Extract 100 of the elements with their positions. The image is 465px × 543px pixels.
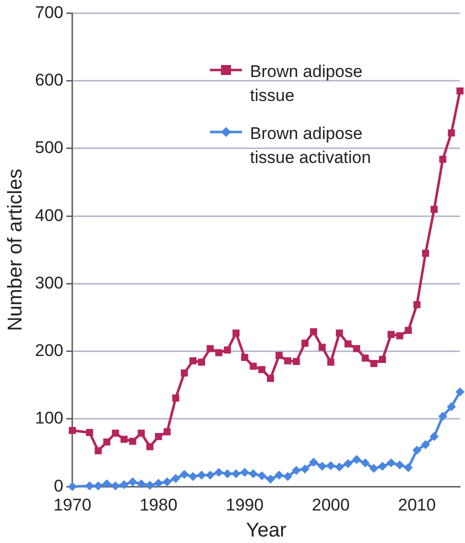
y-tick-label: 200 [34,341,64,360]
point [386,458,396,468]
y-tick-label: 300 [34,273,64,292]
point [378,462,387,471]
point [146,443,154,450]
point [274,470,284,480]
y-tick-label: 400 [34,206,64,225]
point [215,349,222,356]
y-tick-label: 0 [54,476,64,496]
point [68,426,76,434]
y-tick-label: 100 [34,408,64,428]
y-axis-title: Number of articles [4,168,27,332]
point [318,344,326,351]
point [206,345,214,352]
point [292,466,301,475]
point [240,468,250,477]
point [94,481,103,490]
point [154,478,164,488]
point [102,479,112,488]
y-tick-label: 500 [34,138,64,158]
point [232,469,241,478]
point [310,328,318,336]
point [257,471,266,480]
point [309,458,318,467]
point [224,346,231,354]
point [438,412,448,421]
point [198,358,206,366]
point [456,87,464,95]
point [326,461,336,470]
y-tick-label: 600 [34,70,64,90]
point [301,340,308,347]
point [318,462,327,471]
point [145,480,154,490]
point [103,438,110,446]
point [421,440,430,450]
point [413,301,420,308]
point [189,357,196,364]
point [430,432,439,442]
point [138,430,145,437]
point [404,463,413,472]
point [180,369,188,377]
point [422,250,430,257]
point [129,438,136,445]
point [120,480,129,490]
point [439,156,446,163]
point [232,330,240,337]
point [344,459,353,468]
point [86,428,94,436]
y-tick-label: 700 [34,2,64,22]
point [336,330,343,337]
point [266,474,275,484]
point [188,472,198,481]
x-tick-label: 2000 [312,495,350,514]
point [241,354,248,361]
point [448,129,455,136]
point [250,362,257,370]
point [206,470,215,480]
point [180,470,189,479]
point [353,345,360,352]
point [120,436,128,443]
legend-label: Brown adipose tissue activation [250,123,372,169]
point [446,402,456,412]
point [396,332,404,340]
x-tick-label: 1990 [226,495,264,514]
point [300,464,310,474]
x-tick-label: 2010 [398,495,436,514]
legend-label: Brown adipose tissue [250,61,364,107]
point [334,462,344,472]
point [362,354,369,362]
point [276,352,283,359]
point [430,206,438,213]
point [164,428,171,436]
x-tick-label: 1980 [140,495,178,514]
point [378,356,386,363]
point [112,430,119,437]
point [404,326,412,334]
point [344,340,352,348]
point [283,472,292,481]
point [128,477,138,486]
point [162,477,172,486]
x-tick-label: 1970 [53,495,92,514]
point [292,358,300,366]
point [284,357,292,364]
point [352,455,362,464]
point [94,447,102,454]
point [395,460,404,470]
point [222,469,232,478]
point [172,394,180,402]
point [456,387,464,396]
point [327,358,334,366]
point [214,468,224,477]
point [154,433,162,440]
x-axis-title: Year [246,520,287,542]
point [388,330,395,338]
point [248,469,258,478]
point [171,474,180,483]
point [412,446,422,455]
point [136,479,146,488]
point [360,458,370,468]
point [266,374,274,382]
